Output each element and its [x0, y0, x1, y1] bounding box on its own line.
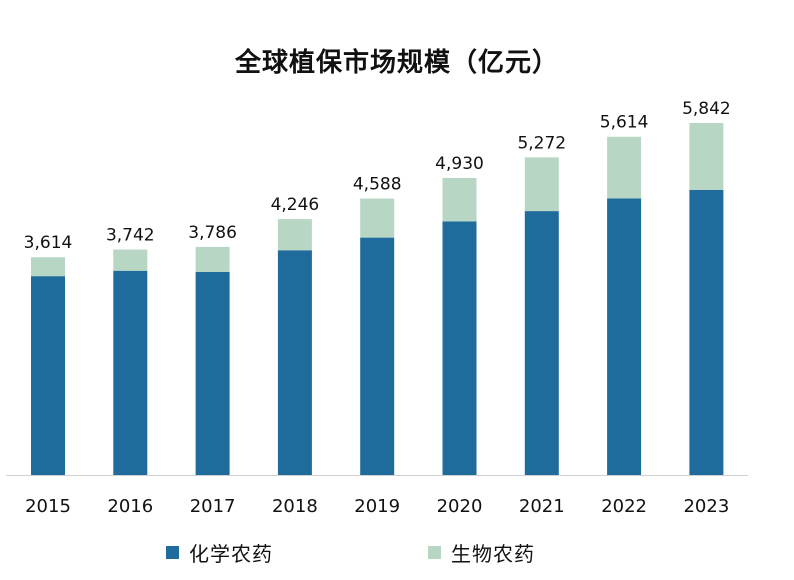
bar-bio-2023 [689, 123, 724, 191]
data-label-2022: 5,614 [600, 113, 649, 133]
legend-swatch-chemical [166, 546, 179, 559]
data-label-2015: 3,614 [24, 233, 73, 253]
x-tick-label-2021: 2021 [519, 496, 565, 517]
data-label-2023: 5,842 [682, 99, 731, 119]
bar-bio-2015 [31, 257, 65, 277]
bar-bio-2019 [360, 198, 395, 238]
bar-chemical-2018 [277, 250, 312, 475]
bar-chemical-2015 [31, 276, 65, 475]
bar-chemical-2017 [195, 271, 230, 475]
legend-item-chemical: 化学农药 [166, 538, 273, 567]
x-tick-label-2018: 2018 [272, 496, 318, 517]
legend: 化学农药 生物农药 [0, 538, 794, 568]
bar-bio-2021 [524, 157, 559, 212]
x-tick-label-2015: 2015 [25, 496, 71, 517]
bar-chart-plot: 3,614 2015 3,742 2016 3,786 2017 4,246 2018 4,58… [6, 99, 748, 517]
data-label-2020: 4,930 [435, 154, 484, 174]
data-label-2017: 3,786 [188, 223, 237, 243]
x-tick-label-2017: 2017 [190, 496, 236, 517]
legend-label-chemical: 化学农药 [189, 542, 273, 566]
bar-bio-2017 [195, 246, 230, 272]
x-tick-label-2020: 2020 [437, 496, 483, 517]
legend-swatch-bio [428, 546, 441, 559]
bar-chemical-2022 [607, 198, 642, 475]
bar-chemical-2021 [524, 211, 559, 475]
data-label-2018: 4,246 [271, 195, 320, 215]
bar-chemical-2019 [360, 237, 395, 475]
bar-bio-2016 [113, 249, 148, 271]
legend-label-bio: 生物农药 [451, 542, 535, 566]
bar-chemical-2020 [442, 221, 477, 475]
data-label-2021: 5,272 [517, 133, 566, 153]
bar-chemical-2023 [689, 190, 724, 475]
x-tick-label-2023: 2023 [683, 496, 729, 517]
bar-bio-2020 [442, 177, 477, 222]
bar-bio-2022 [607, 136, 642, 199]
bar-bio-2018 [277, 219, 312, 251]
x-tick-label-2016: 2016 [107, 496, 153, 517]
legend-item-bio: 生物农药 [428, 538, 535, 567]
chart-title: 全球植保市场规模（亿元） [234, 48, 559, 78]
x-tick-label-2019: 2019 [354, 496, 400, 517]
data-label-2016: 3,742 [106, 226, 155, 246]
x-tick-label-2022: 2022 [601, 496, 647, 517]
data-label-2019: 4,588 [353, 175, 402, 195]
bar-chemical-2016 [113, 270, 148, 475]
